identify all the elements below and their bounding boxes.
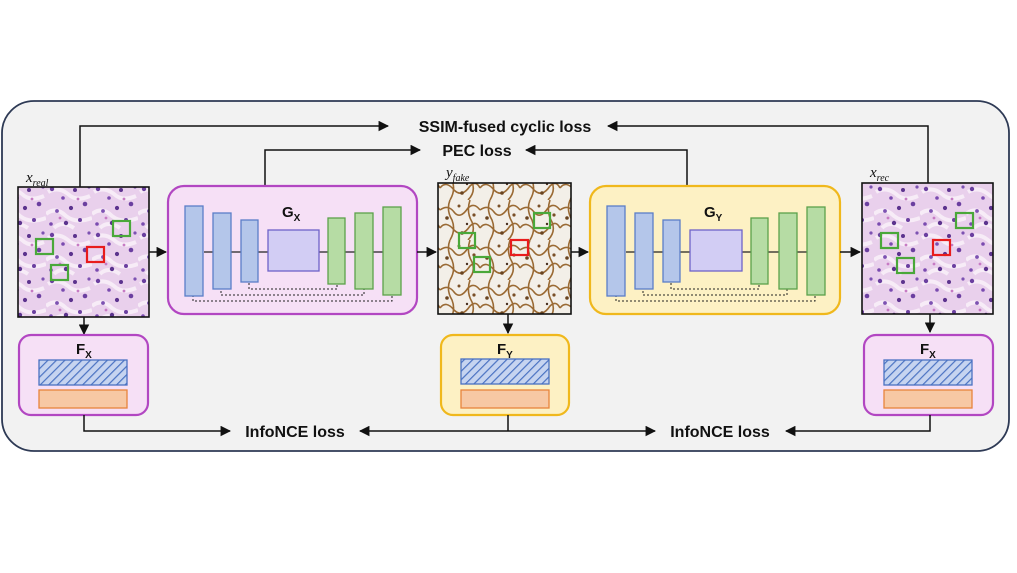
feature-bar-orange (460, 389, 550, 409)
infonce-loss-left-label: InfoNCE loss (245, 424, 345, 441)
encoder-layer (240, 219, 259, 283)
patch-green (34, 237, 55, 256)
patch-green (49, 263, 70, 282)
feature-bar-orange (883, 389, 973, 409)
decoder-layer (806, 206, 826, 296)
patch-green (532, 211, 552, 230)
patch-green (879, 231, 900, 250)
patch-green (457, 231, 477, 250)
decoder-layer (327, 217, 346, 285)
feature-bar-hatched (883, 359, 973, 386)
encoder-layer (606, 205, 626, 297)
y-fake-image (437, 182, 572, 315)
decoder-layer (778, 212, 798, 290)
feature-bar-hatched (460, 358, 550, 385)
fy-label: FY (497, 341, 513, 361)
patch-green (111, 219, 132, 238)
y-fake-label: yfake (444, 165, 470, 184)
decoder-layer (382, 206, 402, 296)
x-rec-image (861, 182, 994, 315)
gy-label: GY (704, 204, 723, 224)
x-real-label: xreal (25, 170, 49, 189)
encoder-fx-left (17, 333, 150, 417)
gx-label: GX (282, 204, 301, 224)
encoder-layer (662, 219, 681, 283)
patch-red (85, 245, 106, 264)
ssim-loss-label: SSIM-fused cyclic loss (419, 119, 592, 136)
patch-green (895, 256, 916, 275)
patch-red (509, 238, 530, 257)
patch-green (472, 255, 492, 274)
generator-gx (166, 184, 419, 316)
ssim-loss-connector (79, 120, 929, 187)
fx-left-label: FX (76, 341, 92, 361)
fx-right-label: FX (920, 341, 936, 361)
generator-gy (588, 184, 842, 316)
encoder-layer (212, 212, 232, 290)
x-real-image (17, 186, 150, 318)
x-rec-label: xrec (869, 165, 890, 184)
pec-loss-label: PEC loss (442, 143, 511, 160)
decoder-layer (750, 217, 769, 285)
feature-bar-hatched (38, 359, 128, 386)
patch-red (931, 238, 952, 257)
feature-bar-orange (38, 389, 128, 409)
infonce-loss-right-label: InfoNCE loss (670, 424, 770, 441)
decoder-layer (354, 212, 374, 290)
encoder-fy (439, 333, 571, 417)
bottleneck-block (689, 229, 743, 272)
infonce-loss-connector (83, 415, 931, 437)
encoder-layer (184, 205, 204, 297)
patch-green (954, 211, 975, 230)
bottleneck-block (267, 229, 320, 272)
encoder-fx-right (862, 333, 995, 417)
encoder-layer (634, 212, 654, 290)
